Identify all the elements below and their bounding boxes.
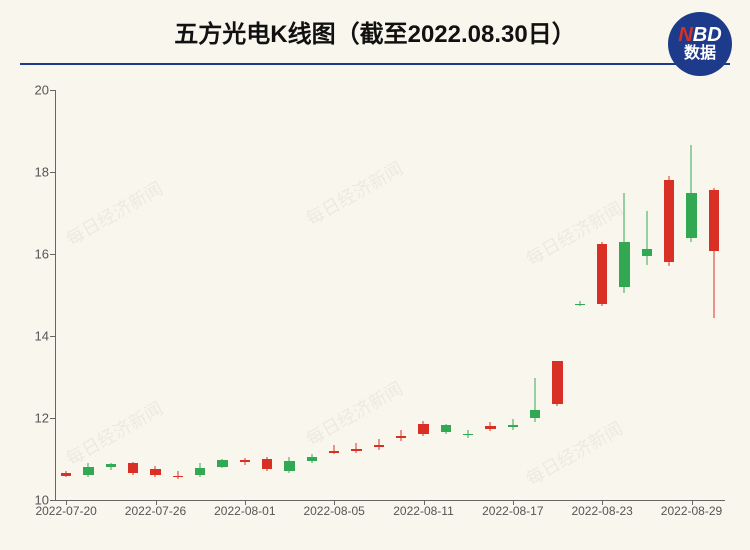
- candle: [81, 90, 96, 500]
- candle: [461, 90, 476, 500]
- y-axis-label: 16: [35, 247, 55, 262]
- candle: [707, 90, 722, 500]
- x-axis-label: 2022-08-11: [393, 500, 454, 518]
- candle: [483, 90, 498, 500]
- candle: [528, 90, 543, 500]
- candle: [238, 90, 253, 500]
- candle: [327, 90, 342, 500]
- y-axis-label: 18: [35, 165, 55, 180]
- x-axis-label: 2022-08-01: [214, 500, 275, 518]
- candle: [595, 90, 610, 500]
- x-axis-label: 2022-07-20: [35, 500, 96, 518]
- candle: [372, 90, 387, 500]
- candle: [171, 90, 186, 500]
- candle: [394, 90, 409, 500]
- nbd-logo-badge: NBD 数据: [668, 12, 732, 76]
- candle: [215, 90, 230, 500]
- candle: [550, 90, 565, 500]
- candle: [684, 90, 699, 500]
- x-axis-label: 2022-08-17: [482, 500, 543, 518]
- candle: [193, 90, 208, 500]
- title-underline: [20, 63, 730, 65]
- candle: [282, 90, 297, 500]
- candle: [573, 90, 588, 500]
- y-axis-label: 12: [35, 411, 55, 426]
- candle: [439, 90, 454, 500]
- candle: [59, 90, 74, 500]
- candle: [260, 90, 275, 500]
- x-axis-label: 2022-08-23: [571, 500, 632, 518]
- candlestick-chart: 1012141618202022-07-202022-07-262022-08-…: [55, 90, 725, 520]
- candle: [662, 90, 677, 500]
- candle: [416, 90, 431, 500]
- candle: [349, 90, 364, 500]
- y-axis-label: 14: [35, 329, 55, 344]
- candle: [126, 90, 141, 500]
- y-axis-label: 20: [35, 83, 55, 98]
- candle: [104, 90, 119, 500]
- chart-title: 五方光电K线图（截至2022.08.30日）: [20, 14, 730, 49]
- candle: [640, 90, 655, 500]
- x-axis-label: 2022-08-05: [303, 500, 364, 518]
- candle: [148, 90, 163, 500]
- x-axis-label: 2022-07-26: [125, 500, 186, 518]
- x-axis-label: 2022-08-29: [661, 500, 722, 518]
- candle: [305, 90, 320, 500]
- candle: [617, 90, 632, 500]
- candle: [506, 90, 521, 500]
